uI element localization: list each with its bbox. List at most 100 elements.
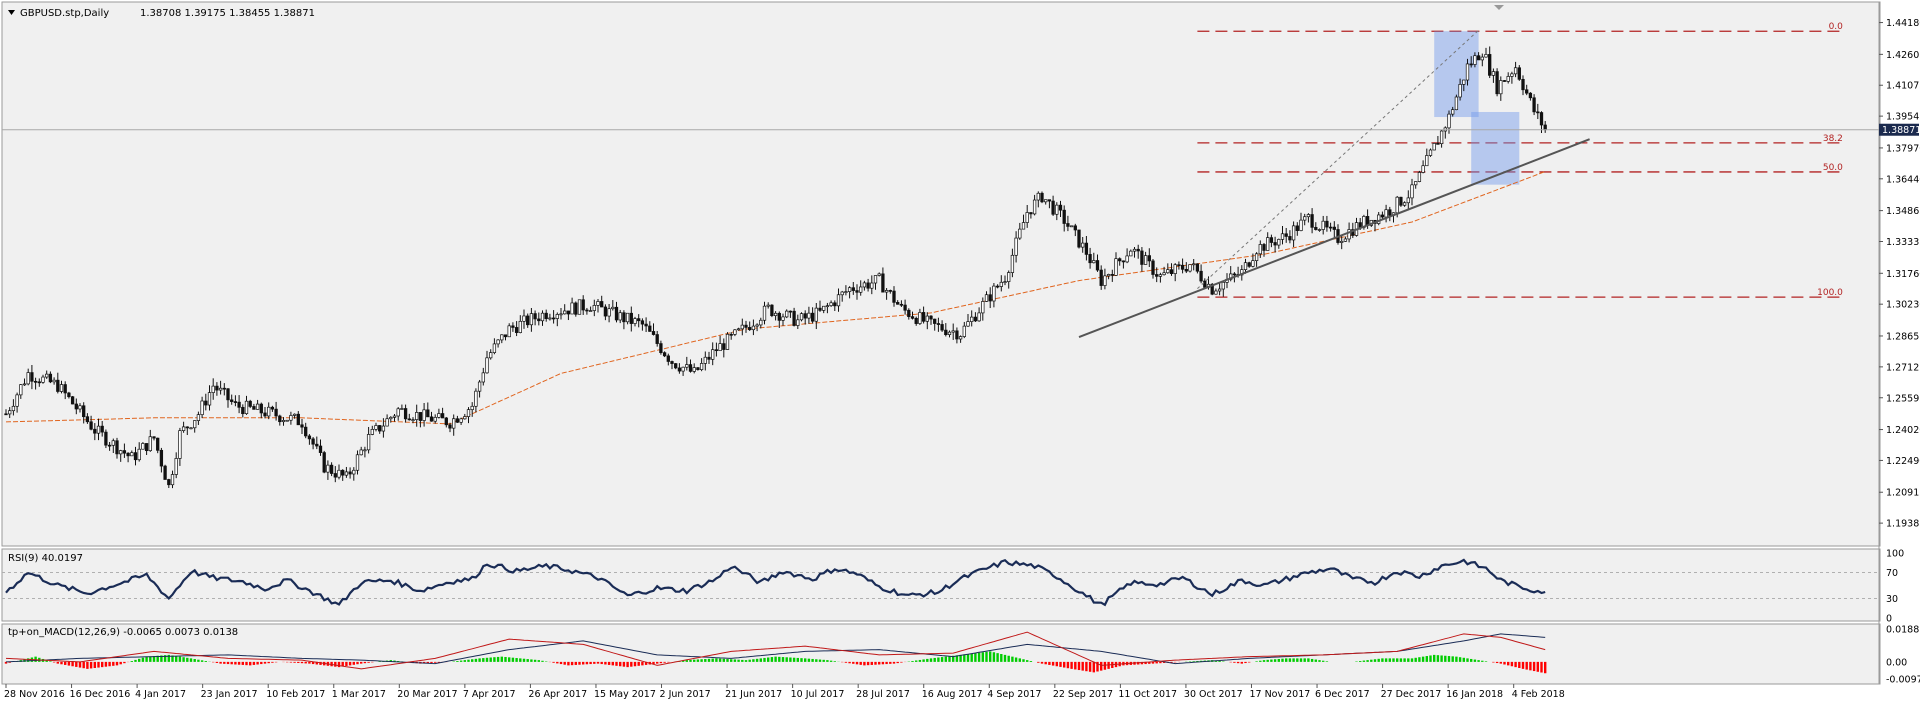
candle-body (818, 307, 822, 311)
candle-body (378, 425, 382, 432)
rsi-line (5, 558, 1546, 607)
candle-body (1266, 237, 1270, 251)
candle-body (1254, 253, 1259, 261)
candle-body (1110, 274, 1114, 276)
candle-body (52, 379, 56, 383)
candle-body (984, 294, 989, 302)
candle-body (570, 302, 574, 315)
time-tick-label: 17 Nov 2017 (1249, 689, 1310, 700)
candle-body (374, 425, 378, 430)
candle-body (1521, 78, 1525, 91)
candle-body (370, 429, 374, 435)
candle-body (1269, 237, 1274, 243)
time-tick-label: 10 Jul 2017 (791, 689, 845, 700)
candle-body (385, 418, 389, 427)
collapse-triangle-icon[interactable] (8, 10, 15, 15)
macd-scale-label: 0.0188 (1886, 624, 1919, 635)
candle-body (526, 315, 530, 326)
candle-body (896, 302, 900, 305)
candle-body (30, 372, 34, 382)
time-tick-label: 28 Nov 2016 (4, 689, 65, 700)
candle-body (773, 312, 778, 317)
candle-body (1484, 54, 1488, 58)
highlight-box (1471, 111, 1520, 144)
candle-body (733, 329, 737, 335)
candle-body (1044, 199, 1048, 203)
candle-body (137, 448, 141, 461)
candle-body (870, 282, 874, 289)
price-tick-label: 1.20915 (1886, 488, 1920, 499)
candle-body (63, 384, 67, 394)
candle-body (596, 301, 600, 306)
candle-body (144, 443, 149, 452)
candle-body (955, 330, 959, 340)
candle-body (411, 419, 415, 421)
candle-body (1347, 229, 1351, 240)
candle-body (348, 471, 352, 475)
time-tick-label: 27 Dec 2017 (1381, 689, 1442, 700)
candle-body (1251, 260, 1255, 267)
shift-marker-icon[interactable] (1494, 5, 1504, 10)
price-tick-label: 1.22490 (1886, 456, 1920, 467)
candle-body (107, 444, 112, 447)
candle-body (181, 426, 186, 431)
candle-body (551, 317, 556, 320)
macd-scale-label: -0.0097 (1886, 674, 1920, 685)
candle-body (770, 304, 774, 317)
candle-body (1262, 244, 1266, 251)
rsi-pane[interactable] (1, 548, 1881, 622)
candle-body (1306, 214, 1311, 218)
fibonacci-levels[interactable]: 0.0 38.2 50.0 100.0 (1197, 22, 1845, 298)
main-pane[interactable] (1, 1, 1881, 547)
candle-body (973, 316, 978, 322)
candle-body (1007, 272, 1011, 282)
candle-body (1425, 155, 1429, 167)
candle-body (929, 315, 933, 320)
candle-body (1099, 269, 1103, 286)
candle-body (966, 321, 970, 327)
candle-body (1147, 255, 1151, 262)
candle-body (1232, 273, 1237, 276)
candle-body (170, 474, 175, 486)
candle-body (766, 304, 770, 307)
candle-body (1506, 76, 1510, 82)
price-tick-label: 1.34865 (1886, 206, 1920, 217)
candle-body (381, 425, 386, 432)
candle-body (1088, 254, 1092, 264)
candle-body (1469, 63, 1473, 66)
candle-body (1458, 84, 1462, 98)
drawn-lines[interactable] (1078, 29, 1590, 339)
price-tick-label: 1.31760 (1886, 269, 1920, 280)
candle-body (211, 385, 215, 393)
candle-body (514, 327, 519, 333)
candle-body (829, 302, 833, 307)
candle-body (78, 405, 82, 410)
highlight-boxes[interactable] (1434, 31, 1520, 185)
candle-body (489, 352, 493, 359)
candle-body (962, 325, 966, 337)
candle-body (67, 392, 71, 398)
candle-body (196, 414, 201, 421)
candle-body (352, 469, 356, 475)
candle-body (115, 440, 119, 455)
candle-body (881, 273, 885, 293)
time-tick-label: 21 Jun 2017 (725, 689, 782, 700)
candle-body (655, 334, 659, 344)
macd-pane[interactable] (1, 623, 1881, 685)
candle-body (1406, 197, 1410, 204)
candle-body (1395, 196, 1399, 214)
candle-body (237, 401, 241, 408)
candle-body (507, 325, 511, 338)
candle-body (407, 418, 411, 421)
time-tick-label: 4 Jan 2017 (135, 689, 186, 700)
candle-body (1439, 130, 1444, 145)
candle-body (603, 306, 608, 317)
candle-body (718, 343, 722, 352)
candle-body (292, 413, 297, 416)
candle-body (59, 384, 64, 392)
candle-body (255, 403, 260, 410)
candle-body (396, 408, 400, 417)
candle-body (185, 426, 189, 429)
candle-body (803, 313, 807, 319)
